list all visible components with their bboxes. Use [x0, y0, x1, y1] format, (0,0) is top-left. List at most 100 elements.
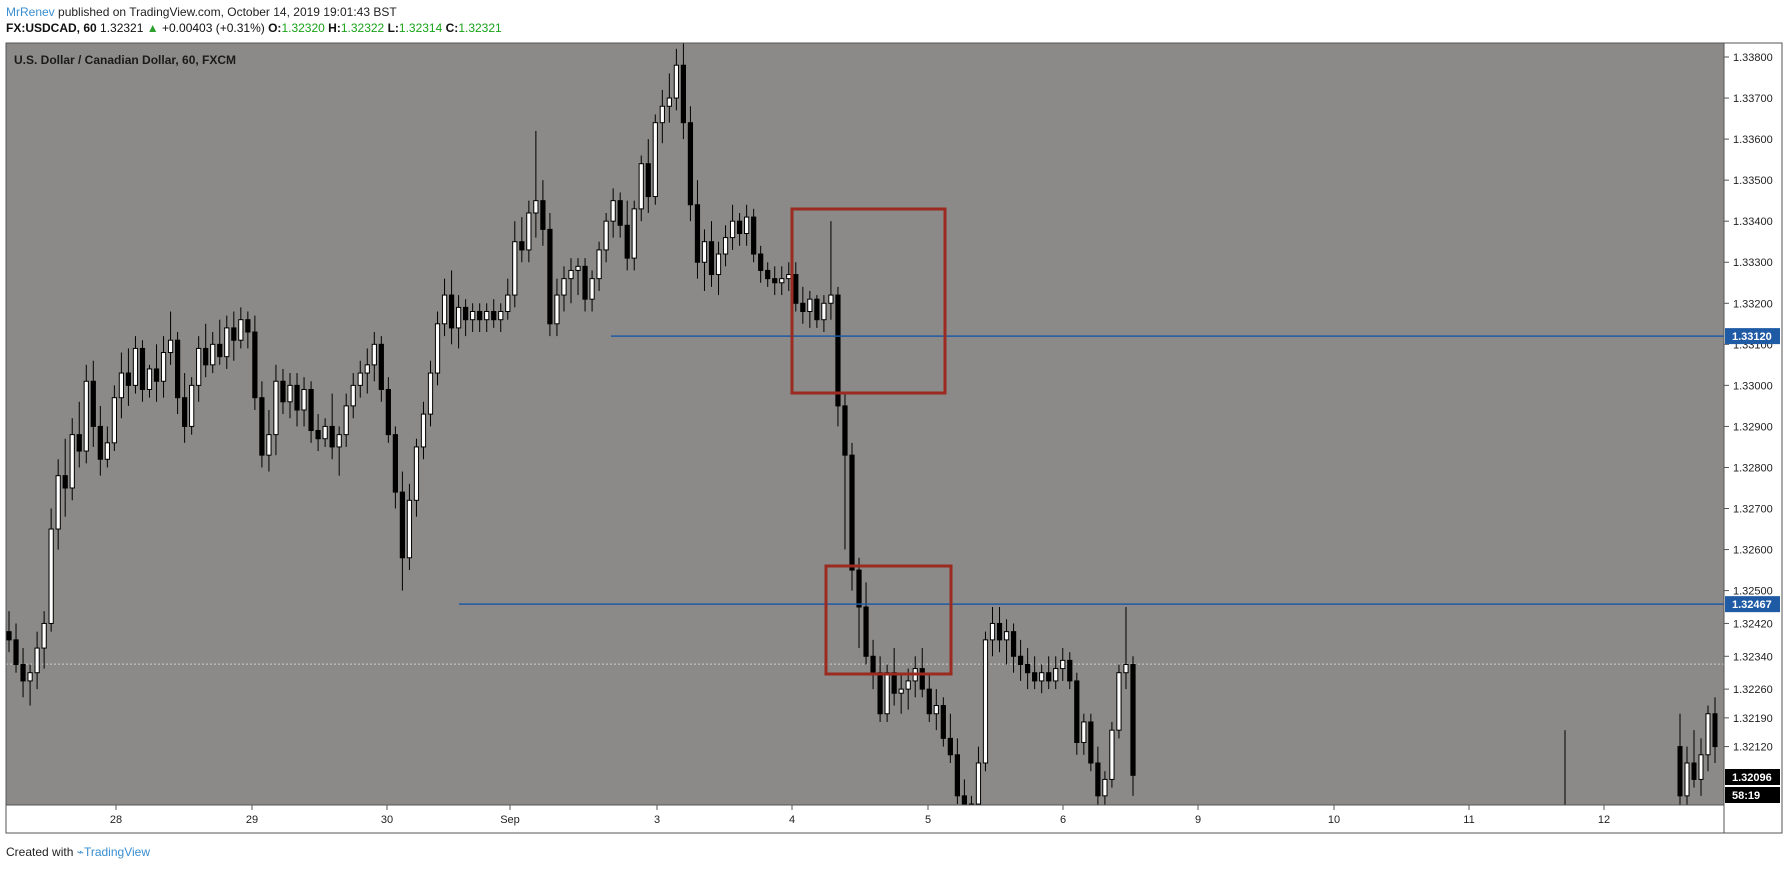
- candle-up[interactable]: [673, 48, 679, 111]
- candle-up[interactable]: [406, 483, 413, 571]
- candle-down[interactable]: [947, 713, 953, 763]
- candle-down[interactable]: [1032, 656, 1038, 690]
- candle-down[interactable]: [1067, 652, 1073, 690]
- candle-up[interactable]: [132, 336, 139, 394]
- candle-down[interactable]: [463, 299, 469, 337]
- candle-up[interactable]: [34, 631, 40, 690]
- candle-up[interactable]: [512, 221, 518, 308]
- time-axis[interactable]: [6, 805, 1724, 833]
- candle-down[interactable]: [547, 212, 553, 337]
- candle-up[interactable]: [48, 508, 54, 632]
- candle-up[interactable]: [610, 188, 616, 238]
- candle-up[interactable]: [364, 348, 370, 394]
- candle-down[interactable]: [582, 258, 588, 312]
- candle-down[interactable]: [996, 607, 1003, 653]
- candle-up[interactable]: [505, 278, 511, 320]
- candle-up[interactable]: [533, 130, 539, 238]
- candle-up[interactable]: [1123, 607, 1129, 690]
- candle-up[interactable]: [434, 311, 441, 386]
- plot-area[interactable]: [6, 43, 1724, 805]
- candle-up[interactable]: [603, 212, 609, 263]
- candle-down[interactable]: [392, 426, 398, 509]
- candle-up[interactable]: [118, 352, 125, 419]
- candle-up[interactable]: [266, 410, 272, 472]
- candle-up[interactable]: [1705, 705, 1711, 772]
- candle-down[interactable]: [1095, 746, 1101, 813]
- candle-up[interactable]: [498, 303, 504, 333]
- price-axis[interactable]: [1724, 43, 1782, 833]
- candle-up[interactable]: [575, 258, 581, 296]
- candle-down[interactable]: [645, 139, 651, 213]
- candle-up[interactable]: [484, 303, 490, 333]
- candle-up[interactable]: [104, 426, 110, 468]
- candle-up[interactable]: [779, 266, 785, 296]
- candle-up[interactable]: [210, 332, 216, 374]
- candle-down[interactable]: [793, 262, 799, 312]
- candle-up[interactable]: [561, 266, 567, 312]
- candle-down[interactable]: [245, 311, 251, 349]
- candle-down[interactable]: [694, 180, 701, 279]
- candle-up[interactable]: [989, 607, 996, 657]
- candle-down[interactable]: [329, 393, 335, 460]
- candle-up[interactable]: [744, 204, 750, 246]
- candle-down[interactable]: [624, 200, 630, 271]
- candle-down[interactable]: [772, 266, 778, 296]
- candle-up[interactable]: [301, 377, 307, 427]
- candle-down[interactable]: [76, 401, 82, 468]
- candle-up[interactable]: [554, 278, 560, 337]
- candle-up[interactable]: [652, 114, 658, 205]
- candle-down[interactable]: [856, 557, 862, 649]
- candle-up[interactable]: [322, 418, 328, 447]
- candle-down[interactable]: [1691, 730, 1697, 788]
- candle-up[interactable]: [722, 225, 729, 267]
- candle-up[interactable]: [596, 241, 602, 291]
- candle-up[interactable]: [336, 426, 342, 476]
- candle-down[interactable]: [280, 368, 286, 415]
- candle-down[interactable]: [1046, 656, 1052, 690]
- candle-down[interactable]: [294, 373, 300, 427]
- candle-up[interactable]: [273, 364, 279, 456]
- candle-down[interactable]: [1010, 623, 1017, 673]
- candle-down[interactable]: [765, 262, 771, 287]
- candle-up[interactable]: [343, 393, 349, 447]
- candle-up[interactable]: [589, 270, 595, 312]
- candle-down[interactable]: [203, 323, 209, 378]
- candle-down[interactable]: [97, 405, 103, 476]
- candle-down[interactable]: [519, 217, 525, 263]
- candle-down[interactable]: [1677, 713, 1683, 813]
- tradingview-link[interactable]: TradingView: [83, 845, 150, 859]
- candle-down[interactable]: [1025, 648, 1031, 690]
- candle-up[interactable]: [659, 89, 665, 144]
- candle-down[interactable]: [1074, 672, 1080, 755]
- candle-down[interactable]: [617, 192, 623, 238]
- candle-up[interactable]: [189, 377, 195, 435]
- candle-down[interactable]: [835, 286, 841, 427]
- candle-up[interactable]: [1116, 664, 1122, 739]
- candle-down[interactable]: [751, 208, 757, 263]
- candle-up[interactable]: [427, 360, 434, 427]
- candle-up[interactable]: [1039, 664, 1045, 694]
- candle-down[interactable]: [863, 582, 869, 665]
- candle-down[interactable]: [491, 299, 497, 328]
- candle-down[interactable]: [231, 311, 237, 361]
- candle-up[interactable]: [666, 73, 672, 123]
- candle-down[interactable]: [940, 697, 946, 747]
- candle-down[interactable]: [1088, 713, 1094, 772]
- candle-up[interactable]: [371, 332, 377, 382]
- candle-down[interactable]: [174, 332, 181, 415]
- candle-up[interactable]: [1081, 713, 1087, 755]
- author-link[interactable]: MrRenev: [6, 5, 55, 19]
- candle-down[interactable]: [153, 344, 160, 402]
- candle-up[interactable]: [41, 611, 47, 669]
- candle-down[interactable]: [954, 738, 960, 805]
- candle-up[interactable]: [1060, 648, 1066, 681]
- candle-up[interactable]: [638, 155, 644, 222]
- candle-up[interactable]: [1003, 619, 1010, 665]
- candle-down[interactable]: [182, 373, 188, 443]
- candle-up[interactable]: [807, 290, 813, 328]
- candle-down[interactable]: [315, 414, 321, 452]
- candle-down[interactable]: [6, 611, 12, 653]
- candle-down[interactable]: [800, 286, 806, 324]
- candle-up[interactable]: [413, 438, 420, 517]
